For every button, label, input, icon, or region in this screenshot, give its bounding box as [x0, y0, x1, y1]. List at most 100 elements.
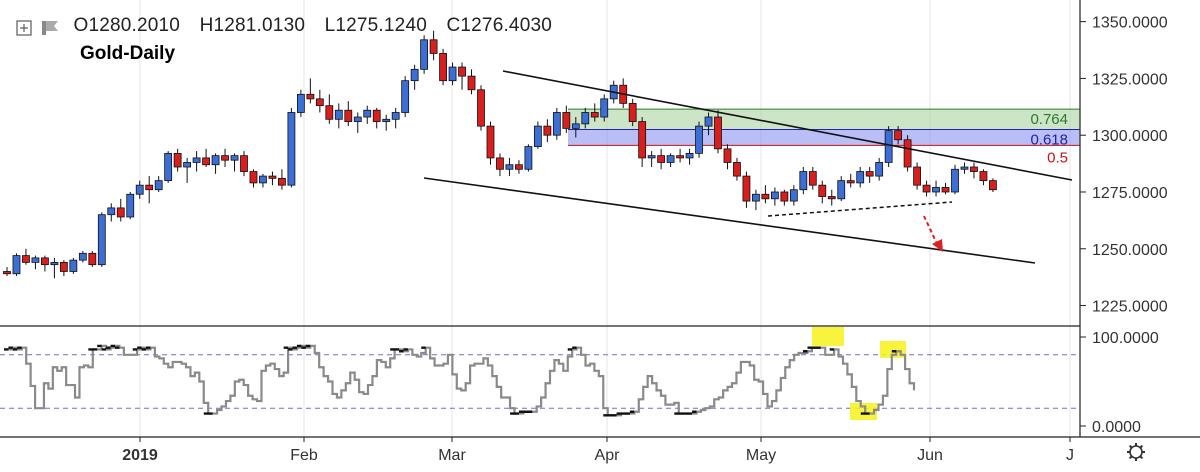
candle-body: [865, 171, 874, 177]
candle: [50, 257, 59, 279]
candlestick-series: [3, 30, 997, 279]
candle: [164, 151, 173, 183]
candle-body: [240, 155, 248, 172]
candle: [448, 62, 457, 86]
candle: [657, 148, 666, 170]
candle: [846, 173, 855, 188]
candle-body: [571, 123, 580, 129]
candle-body: [268, 175, 277, 179]
candle: [382, 114, 391, 131]
candle-body: [723, 148, 732, 163]
candle: [391, 107, 400, 129]
candle: [903, 135, 912, 172]
candle-body: [666, 155, 675, 163]
candle: [486, 121, 495, 165]
candle: [581, 107, 590, 129]
candle-body: [420, 39, 429, 70]
candle-body: [714, 116, 722, 150]
candle-body: [202, 157, 210, 166]
price-tick-label: 1275.0000: [1092, 185, 1168, 202]
time-tick-label: May: [746, 447, 776, 464]
candle: [78, 251, 87, 263]
candle-body: [552, 112, 561, 136]
oscillator-tick-label: 0.0000: [1092, 419, 1141, 436]
candle-body: [789, 189, 798, 202]
candle: [827, 189, 836, 206]
close-value: C1276.4030: [446, 15, 553, 36]
candle-body: [657, 155, 666, 163]
candle: [69, 257, 78, 274]
candle-body: [647, 155, 656, 159]
candle-body: [59, 261, 68, 272]
candle-body: [363, 109, 372, 118]
oscillator-highlight: [812, 327, 844, 346]
candle: [761, 185, 770, 204]
candle-body: [458, 66, 466, 77]
plus-box-icon[interactable]: [16, 20, 32, 36]
candle: [590, 103, 599, 122]
candle: [865, 167, 874, 183]
candle-body: [524, 146, 533, 170]
candle: [211, 153, 220, 174]
channel-lower-line: [423, 177, 1036, 264]
candle: [970, 162, 978, 179]
candle-body: [429, 39, 438, 54]
time-tick-label: Apr: [595, 447, 621, 464]
candle: [259, 173, 267, 188]
candle-body: [287, 112, 296, 186]
legend-buttons: [16, 17, 62, 39]
candle: [600, 94, 609, 122]
fib-zone-0.764: [568, 109, 1080, 130]
candle-body: [325, 105, 334, 120]
candle-body: [116, 207, 125, 218]
candle-body: [799, 171, 808, 191]
candle: [107, 203, 116, 222]
candle-body: [249, 171, 258, 184]
time-tick-label: Mar: [438, 447, 466, 464]
candle-body: [221, 155, 229, 161]
candle-body: [183, 162, 192, 168]
candle: [315, 89, 324, 113]
candle: [268, 171, 277, 186]
settings-gear-icon[interactable]: [1127, 443, 1145, 461]
candle: [647, 151, 656, 167]
time-tick-label: Jun: [917, 447, 943, 464]
candle: [951, 164, 959, 195]
candle: [135, 180, 144, 199]
candle: [12, 253, 21, 277]
candle-body: [259, 175, 267, 184]
candle-body: [12, 255, 21, 275]
candle: [913, 162, 921, 190]
candle-body: [496, 157, 504, 170]
candle: [467, 69, 476, 95]
candle-body: [533, 125, 542, 147]
high-value: H1281.0130: [199, 15, 306, 36]
oscillator-highlight: [880, 341, 906, 358]
candle-body: [334, 109, 343, 120]
oscillator-line: [4, 344, 916, 417]
candle-body: [192, 157, 201, 163]
candle-body: [126, 193, 135, 218]
oscillator-panel: [0, 325, 1080, 420]
candle-body: [135, 184, 144, 195]
candle: [752, 189, 760, 211]
candle: [960, 162, 969, 174]
candle-body: [31, 257, 40, 263]
candle: [856, 167, 865, 188]
projection-arrow-head: [932, 239, 943, 252]
candle: [666, 153, 675, 167]
candle-body: [372, 109, 381, 122]
candle: [429, 30, 438, 61]
candle-body: [448, 66, 457, 82]
low-value: L1275.1240: [324, 15, 427, 36]
candle-body: [315, 98, 324, 107]
candle: [306, 78, 315, 104]
flag-icon[interactable]: [42, 20, 58, 35]
candle-body: [827, 196, 836, 200]
candle-body: [676, 155, 684, 159]
candle-body: [477, 89, 485, 127]
candle-body: [278, 177, 286, 186]
candle-body: [439, 53, 447, 82]
candle-body: [989, 180, 997, 191]
